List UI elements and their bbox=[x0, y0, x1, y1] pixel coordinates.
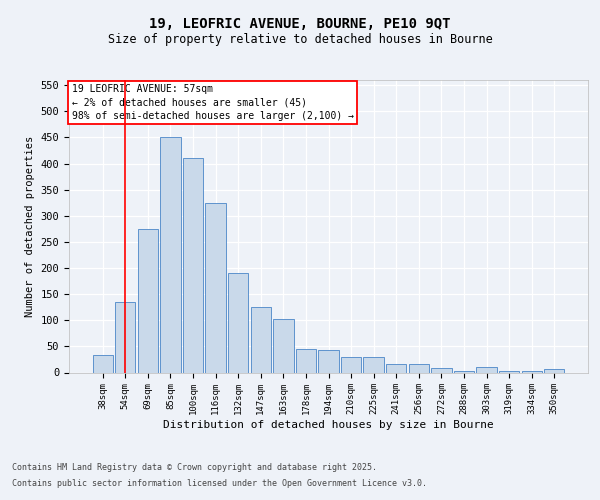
Bar bbox=[544, 370, 565, 372]
Bar bbox=[521, 371, 542, 372]
Text: Contains public sector information licensed under the Open Government Licence v3: Contains public sector information licen… bbox=[12, 478, 427, 488]
Bar bbox=[386, 364, 406, 372]
Bar bbox=[476, 368, 497, 372]
Bar bbox=[364, 357, 384, 372]
Text: Contains HM Land Registry data © Crown copyright and database right 2025.: Contains HM Land Registry data © Crown c… bbox=[12, 464, 377, 472]
Bar bbox=[92, 356, 113, 372]
Text: Size of property relative to detached houses in Bourne: Size of property relative to detached ho… bbox=[107, 32, 493, 46]
Bar bbox=[160, 138, 181, 372]
Bar bbox=[499, 371, 519, 372]
Bar bbox=[341, 357, 361, 372]
Y-axis label: Number of detached properties: Number of detached properties bbox=[25, 136, 35, 317]
Text: 19 LEOFRIC AVENUE: 57sqm
← 2% of detached houses are smaller (45)
98% of semi-de: 19 LEOFRIC AVENUE: 57sqm ← 2% of detache… bbox=[71, 84, 353, 121]
Bar bbox=[319, 350, 338, 372]
Bar bbox=[409, 364, 429, 372]
Bar bbox=[138, 229, 158, 372]
Bar bbox=[205, 202, 226, 372]
Bar bbox=[454, 371, 474, 372]
Bar bbox=[183, 158, 203, 372]
Bar bbox=[273, 319, 293, 372]
Bar bbox=[431, 368, 452, 372]
X-axis label: Distribution of detached houses by size in Bourne: Distribution of detached houses by size … bbox=[163, 420, 494, 430]
Bar bbox=[251, 307, 271, 372]
Bar bbox=[296, 349, 316, 372]
Text: 19, LEOFRIC AVENUE, BOURNE, PE10 9QT: 19, LEOFRIC AVENUE, BOURNE, PE10 9QT bbox=[149, 18, 451, 32]
Bar bbox=[115, 302, 136, 372]
Bar bbox=[228, 274, 248, 372]
